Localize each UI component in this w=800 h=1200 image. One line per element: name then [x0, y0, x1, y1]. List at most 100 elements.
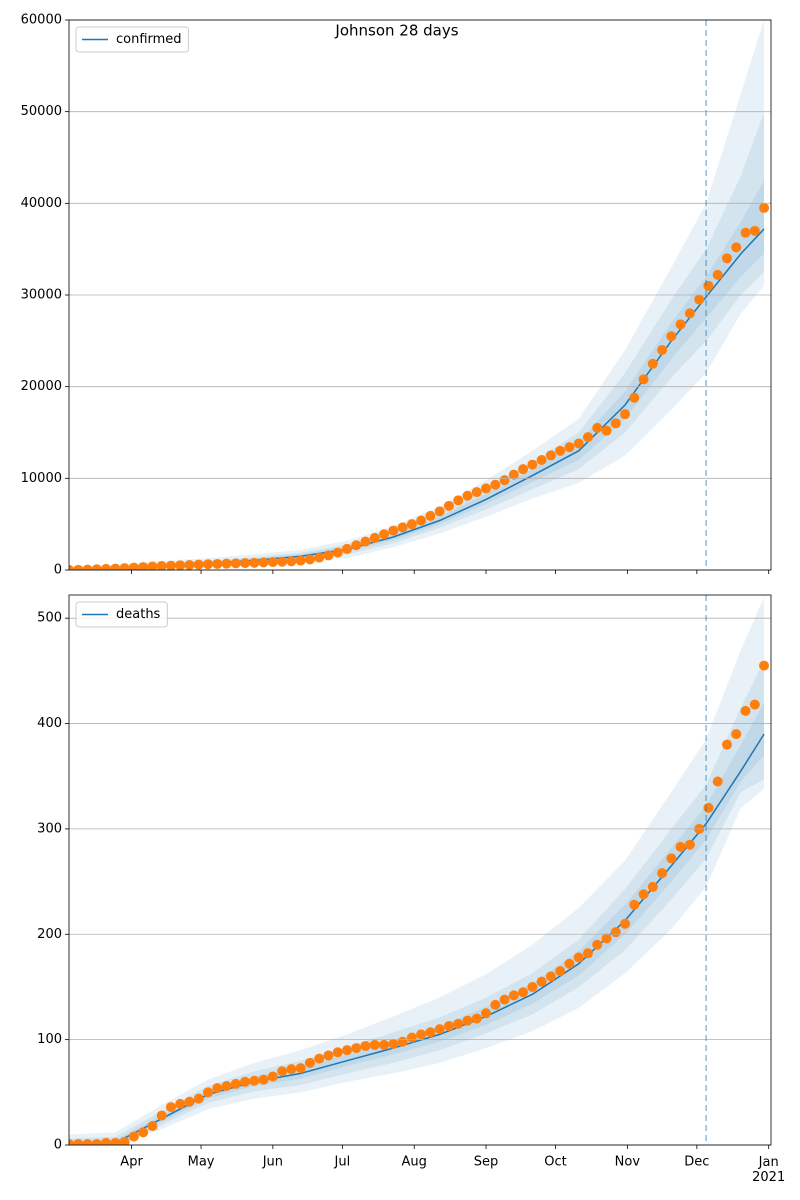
observed-point	[712, 269, 723, 280]
observed-point	[462, 1015, 473, 1026]
observed-point	[490, 999, 501, 1010]
observed-point	[165, 1102, 176, 1113]
observed-point	[471, 487, 482, 498]
observed-point	[203, 1087, 214, 1098]
forecast-band	[69, 660, 765, 1145]
observed-point	[573, 952, 584, 963]
y-tick-label: 100	[37, 1032, 62, 1047]
observed-point	[314, 1053, 325, 1064]
observed-point	[69, 1138, 74, 1145]
observed-point	[314, 552, 325, 563]
observed-point	[258, 557, 269, 568]
x-tick-label: Jul	[334, 1155, 351, 1170]
observed-point	[304, 554, 315, 565]
observed-point	[286, 1064, 297, 1075]
observed-point	[267, 557, 278, 568]
observed-point	[675, 841, 686, 852]
observed-point	[379, 529, 390, 540]
y-tick-label: 200	[37, 927, 62, 942]
observed-point	[369, 1039, 380, 1050]
observed-point	[267, 1071, 278, 1082]
observed-point	[91, 564, 102, 570]
observed-point	[147, 1121, 158, 1132]
observed-point	[481, 1008, 492, 1019]
observed-point	[240, 558, 251, 569]
y-tick-label: 500	[37, 611, 62, 626]
observed-point	[203, 559, 214, 570]
observed-point	[101, 563, 112, 570]
observed-point	[443, 500, 454, 511]
observed-point	[379, 1039, 390, 1050]
observed-point	[721, 253, 732, 264]
x-tick-label: Jun	[262, 1155, 283, 1170]
observed-point	[258, 1074, 269, 1085]
observed-point	[675, 319, 686, 330]
y-tick-label: 10000	[21, 471, 62, 486]
observed-point	[351, 540, 362, 551]
observed-point	[536, 976, 547, 987]
observed-point	[110, 563, 121, 570]
legend-box	[75, 601, 168, 628]
observed-point	[119, 563, 130, 570]
observed-point	[601, 933, 612, 944]
observed-point	[592, 939, 603, 950]
legend-label: deaths	[116, 607, 161, 622]
chart-title: Johnson 28 days	[334, 22, 458, 40]
observed-point	[508, 469, 519, 480]
observed-point	[175, 560, 186, 570]
observed-point	[332, 547, 343, 558]
observed-point	[610, 927, 621, 938]
observed-point	[397, 522, 408, 533]
observed-point	[221, 1080, 232, 1091]
observed-point	[147, 561, 158, 570]
observed-point	[610, 418, 621, 429]
observed-point	[295, 1063, 306, 1074]
observed-point	[499, 475, 510, 486]
observed-point	[453, 1018, 464, 1029]
observed-point	[212, 558, 223, 569]
axes-frame	[68, 594, 772, 1146]
observed-point	[332, 1047, 343, 1058]
observed-point	[128, 1131, 139, 1142]
observed-point	[527, 459, 538, 470]
observed-point	[101, 1137, 112, 1145]
observed-point	[620, 918, 631, 929]
observed-point	[425, 510, 436, 521]
observed-point	[434, 506, 445, 517]
observed-point	[684, 839, 695, 850]
observed-point	[82, 564, 93, 570]
observed-point	[666, 331, 677, 342]
observed-point	[555, 966, 566, 977]
observed-point	[416, 515, 427, 526]
observed-point	[731, 242, 742, 253]
observed-point	[156, 561, 167, 570]
observed-point	[249, 557, 260, 568]
plot-area	[69, 20, 770, 570]
observed-point	[110, 1137, 121, 1145]
observed-point	[91, 1138, 102, 1145]
x-tick-label: Dec	[684, 1155, 709, 1170]
x-tick-label: Nov	[615, 1155, 641, 1170]
observed-point	[759, 202, 770, 213]
x-tick-label: May	[188, 1155, 215, 1170]
observed-point	[230, 1078, 241, 1089]
observed-point	[527, 981, 538, 992]
observed-point	[555, 445, 566, 456]
legend-box	[75, 26, 190, 53]
observed-point	[249, 1075, 260, 1086]
observed-point	[156, 1110, 167, 1121]
observed-point	[295, 555, 306, 566]
observed-point	[453, 495, 464, 506]
observed-point	[666, 853, 677, 864]
observed-point	[518, 987, 529, 998]
observed-point	[749, 225, 760, 236]
observed-point	[740, 227, 751, 238]
x-tick-label: Apr	[120, 1155, 143, 1170]
observed-point	[462, 490, 473, 501]
observed-point	[601, 425, 612, 436]
observed-point	[82, 1138, 93, 1145]
observed-point	[184, 1096, 195, 1107]
observed-point	[212, 1083, 223, 1094]
y-tick-label: 0	[54, 1138, 62, 1153]
observed-point	[406, 1032, 417, 1043]
